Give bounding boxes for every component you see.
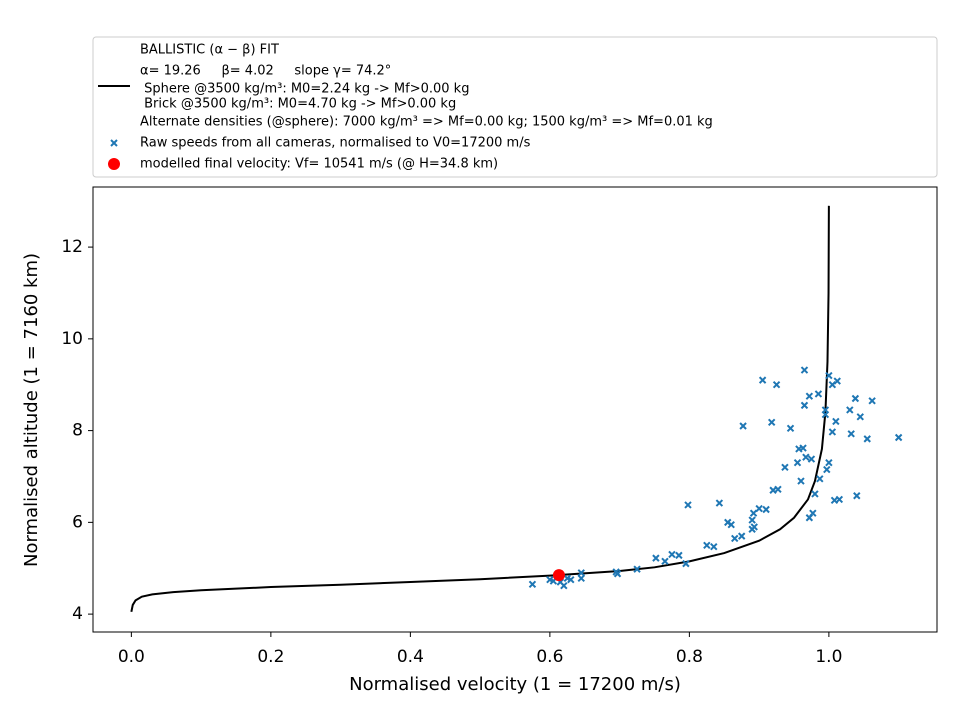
point xyxy=(833,377,841,385)
point xyxy=(793,459,802,467)
point xyxy=(758,376,767,384)
legend-box xyxy=(92,36,938,178)
point xyxy=(661,557,669,566)
point xyxy=(851,394,860,403)
point xyxy=(762,505,770,514)
point xyxy=(633,565,641,573)
point xyxy=(613,570,622,578)
point xyxy=(828,428,837,436)
legend-label: Raw speeds from all cameras, normalised … xyxy=(140,136,531,151)
legend-marker xyxy=(110,139,118,147)
point xyxy=(737,532,746,540)
point xyxy=(552,569,565,582)
y-tick-label: 8 xyxy=(72,421,83,441)
legend-label: BALLISTIC (α − β) FIT xyxy=(140,43,279,58)
point xyxy=(894,433,903,442)
point xyxy=(823,465,831,474)
y-tick-label: 12 xyxy=(61,237,83,257)
legend-marker xyxy=(108,158,120,170)
point xyxy=(832,417,840,426)
legend-label: modelled final velocity: Vf= 10541 m/s (… xyxy=(140,157,498,172)
point xyxy=(684,501,692,509)
point xyxy=(797,477,805,485)
point xyxy=(528,580,537,588)
point xyxy=(682,559,690,568)
y-axis-label: Normalised altitude (1 = 7160 km) xyxy=(21,253,42,567)
point xyxy=(567,575,575,584)
point xyxy=(853,492,861,500)
point xyxy=(774,485,782,494)
legend-label: α= 19.26 β= 4.02 slope γ= 74.2° xyxy=(140,64,391,79)
point xyxy=(811,490,819,498)
point xyxy=(847,430,855,438)
point xyxy=(767,418,776,427)
point xyxy=(668,550,676,559)
point xyxy=(799,444,807,452)
point xyxy=(750,523,758,531)
point xyxy=(731,534,739,543)
point xyxy=(825,459,833,467)
point xyxy=(739,422,747,430)
x-tick-label: 0.4 xyxy=(397,647,424,667)
legend-label: Sphere @3500 kg/m³: M0=2.24 kg -> Mf>0.0… xyxy=(140,82,469,97)
point xyxy=(755,504,763,513)
point xyxy=(809,509,817,517)
point xyxy=(710,542,718,551)
point xyxy=(800,366,809,374)
legend-label: Alternate densities (@sphere): 7000 kg/m… xyxy=(140,115,713,130)
point xyxy=(802,453,810,461)
point xyxy=(577,574,585,583)
x-tick-label: 0.8 xyxy=(676,647,703,667)
x-axis-label: Normalised velocity (1 = 17200 m/s) xyxy=(349,674,681,695)
legend-label: Brick @3500 kg/m³: M0=4.70 kg -> Mf>0.00… xyxy=(140,97,456,112)
point xyxy=(868,397,876,405)
point xyxy=(715,499,724,507)
point xyxy=(772,381,781,389)
point xyxy=(675,551,683,560)
point xyxy=(749,509,758,517)
point xyxy=(703,541,711,550)
point xyxy=(577,569,585,577)
point xyxy=(863,435,871,443)
point xyxy=(727,520,735,529)
point xyxy=(835,495,844,504)
x-tick-label: 0.0 xyxy=(118,647,145,667)
point xyxy=(807,455,816,463)
point xyxy=(781,463,789,472)
x-tick-label: 0.6 xyxy=(536,647,563,667)
y-tick-label: 4 xyxy=(72,604,83,624)
point xyxy=(821,406,830,414)
point xyxy=(805,392,814,400)
point xyxy=(846,406,854,414)
y-tick-label: 10 xyxy=(61,329,83,349)
y-tick-label: 6 xyxy=(72,512,83,532)
point xyxy=(560,581,568,590)
point xyxy=(748,516,756,524)
x-tick-label: 1.0 xyxy=(815,647,842,667)
point xyxy=(814,390,823,398)
plot-area xyxy=(130,205,903,613)
point xyxy=(652,554,660,562)
point xyxy=(816,475,824,483)
point xyxy=(856,413,864,421)
x-tick-label: 0.2 xyxy=(257,647,284,667)
point xyxy=(800,401,809,410)
point xyxy=(825,371,833,380)
point xyxy=(786,424,795,433)
plot-frame xyxy=(92,186,938,633)
